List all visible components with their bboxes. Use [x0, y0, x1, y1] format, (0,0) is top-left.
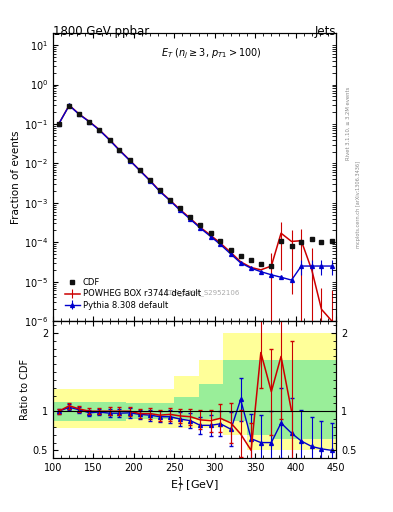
CDF — [269, 263, 274, 269]
Text: Rivet 3.1.10, ≥ 3.2M events: Rivet 3.1.10, ≥ 3.2M events — [345, 86, 350, 160]
CDF — [249, 257, 253, 263]
CDF — [56, 121, 61, 127]
CDF — [168, 197, 173, 203]
CDF — [208, 230, 213, 236]
Text: 1800 GeV ppbar: 1800 GeV ppbar — [53, 25, 149, 37]
CDF — [238, 253, 243, 259]
CDF — [330, 238, 334, 244]
Y-axis label: Ratio to CDF: Ratio to CDF — [20, 359, 30, 420]
CDF — [137, 166, 142, 173]
CDF — [259, 261, 263, 267]
Y-axis label: Fraction of events: Fraction of events — [11, 131, 21, 224]
Text: $E_T$ ($n_j \geq 3$, $p_{T1}>100$): $E_T$ ($n_j \geq 3$, $p_{T1}>100$) — [161, 46, 262, 60]
Text: CDF_1994_S2952106: CDF_1994_S2952106 — [166, 289, 240, 296]
CDF — [117, 147, 122, 153]
Line: CDF: CDF — [56, 104, 334, 268]
CDF — [218, 239, 223, 245]
CDF — [299, 239, 304, 245]
CDF — [67, 103, 72, 110]
CDF — [229, 247, 233, 253]
CDF — [309, 236, 314, 242]
CDF — [87, 119, 92, 125]
CDF — [127, 157, 132, 163]
CDF — [178, 205, 182, 211]
X-axis label: E$_T^1$ [GeV]: E$_T^1$ [GeV] — [170, 476, 219, 496]
CDF — [198, 222, 202, 228]
CDF — [188, 214, 193, 220]
Legend: CDF, POWHEG BOX r3744 default, Pythia 8.308 default: CDF, POWHEG BOX r3744 default, Pythia 8.… — [63, 276, 203, 311]
Text: mcplots.cern.ch [arXiv:1306.3436]: mcplots.cern.ch [arXiv:1306.3436] — [356, 161, 361, 248]
CDF — [289, 243, 294, 249]
CDF — [319, 239, 324, 245]
Text: Jets: Jets — [314, 25, 336, 37]
CDF — [158, 187, 162, 193]
CDF — [77, 111, 81, 117]
CDF — [279, 238, 283, 244]
CDF — [107, 137, 112, 143]
CDF — [148, 177, 152, 183]
CDF — [97, 126, 101, 133]
